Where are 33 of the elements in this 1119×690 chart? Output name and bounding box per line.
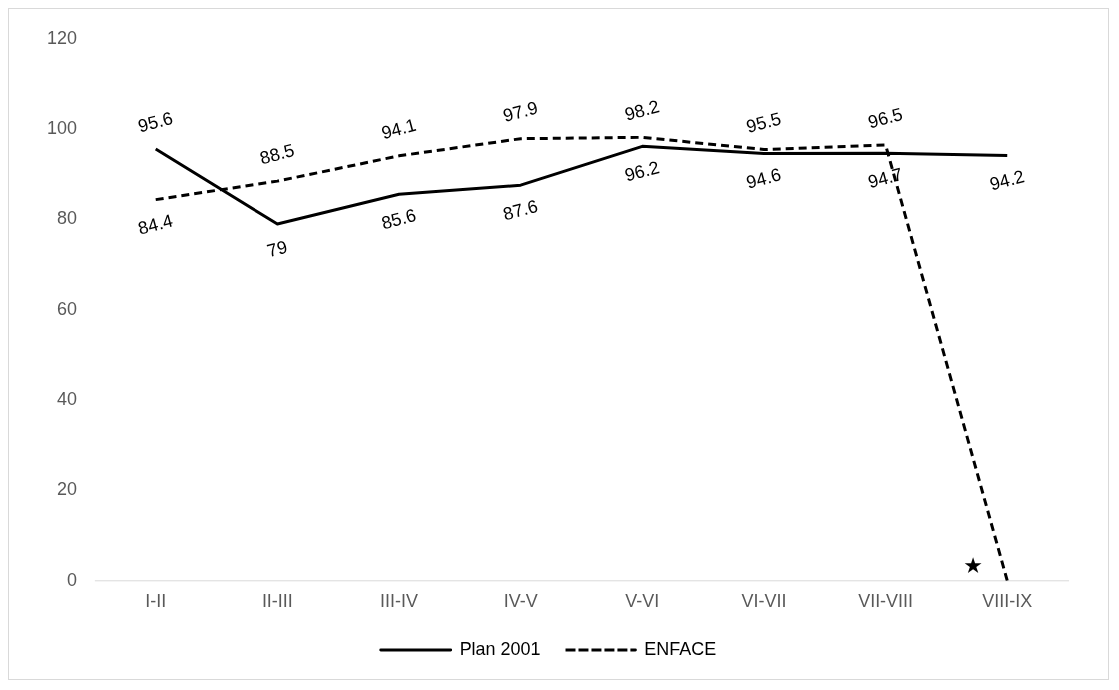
data-label: 95.6 [135, 107, 175, 137]
data-label: 88.5 [257, 140, 297, 169]
data-label: 94.1 [379, 114, 419, 144]
x-tick-label: IV-V [503, 591, 538, 612]
y-tick-label: 40 [56, 389, 77, 410]
data-label: 95.5 [744, 108, 784, 137]
x-tick-label: VII-VIII [858, 591, 914, 612]
x-tick-label: III-IV [380, 591, 418, 612]
data-label: 79 [264, 236, 290, 262]
x-tick-label: II-III [261, 591, 293, 612]
data-label: 84.4 [135, 210, 175, 239]
x-tick-label: V-VI [625, 591, 660, 612]
y-tick-label: 120 [46, 27, 77, 48]
y-tick-label: 60 [56, 298, 77, 319]
annotation: ★ [963, 552, 984, 578]
data-label: 96.5 [865, 103, 905, 133]
data-label: 96.2 [622, 157, 662, 186]
data-label: 85.6 [379, 204, 419, 234]
data-label: 94.2 [987, 166, 1027, 195]
x-tick-label: VI-VII [741, 591, 787, 612]
x-tick-label: I-II [145, 591, 167, 612]
data-label: 94.7 [865, 163, 905, 193]
y-tick-label: 100 [46, 118, 77, 139]
y-tick-label: 80 [56, 208, 77, 229]
data-label: 94.6 [744, 164, 784, 193]
data-label: 87.6 [500, 195, 540, 225]
data-label: 97.9 [500, 97, 540, 126]
data-label: 98.2 [622, 96, 662, 125]
x-tick-label: VIII-IX [982, 591, 1033, 612]
legend-label: ENFACE [644, 639, 717, 660]
legend-label: Plan 2001 [459, 639, 541, 660]
y-tick-label: 0 [66, 569, 77, 590]
y-tick-label: 20 [56, 479, 77, 500]
